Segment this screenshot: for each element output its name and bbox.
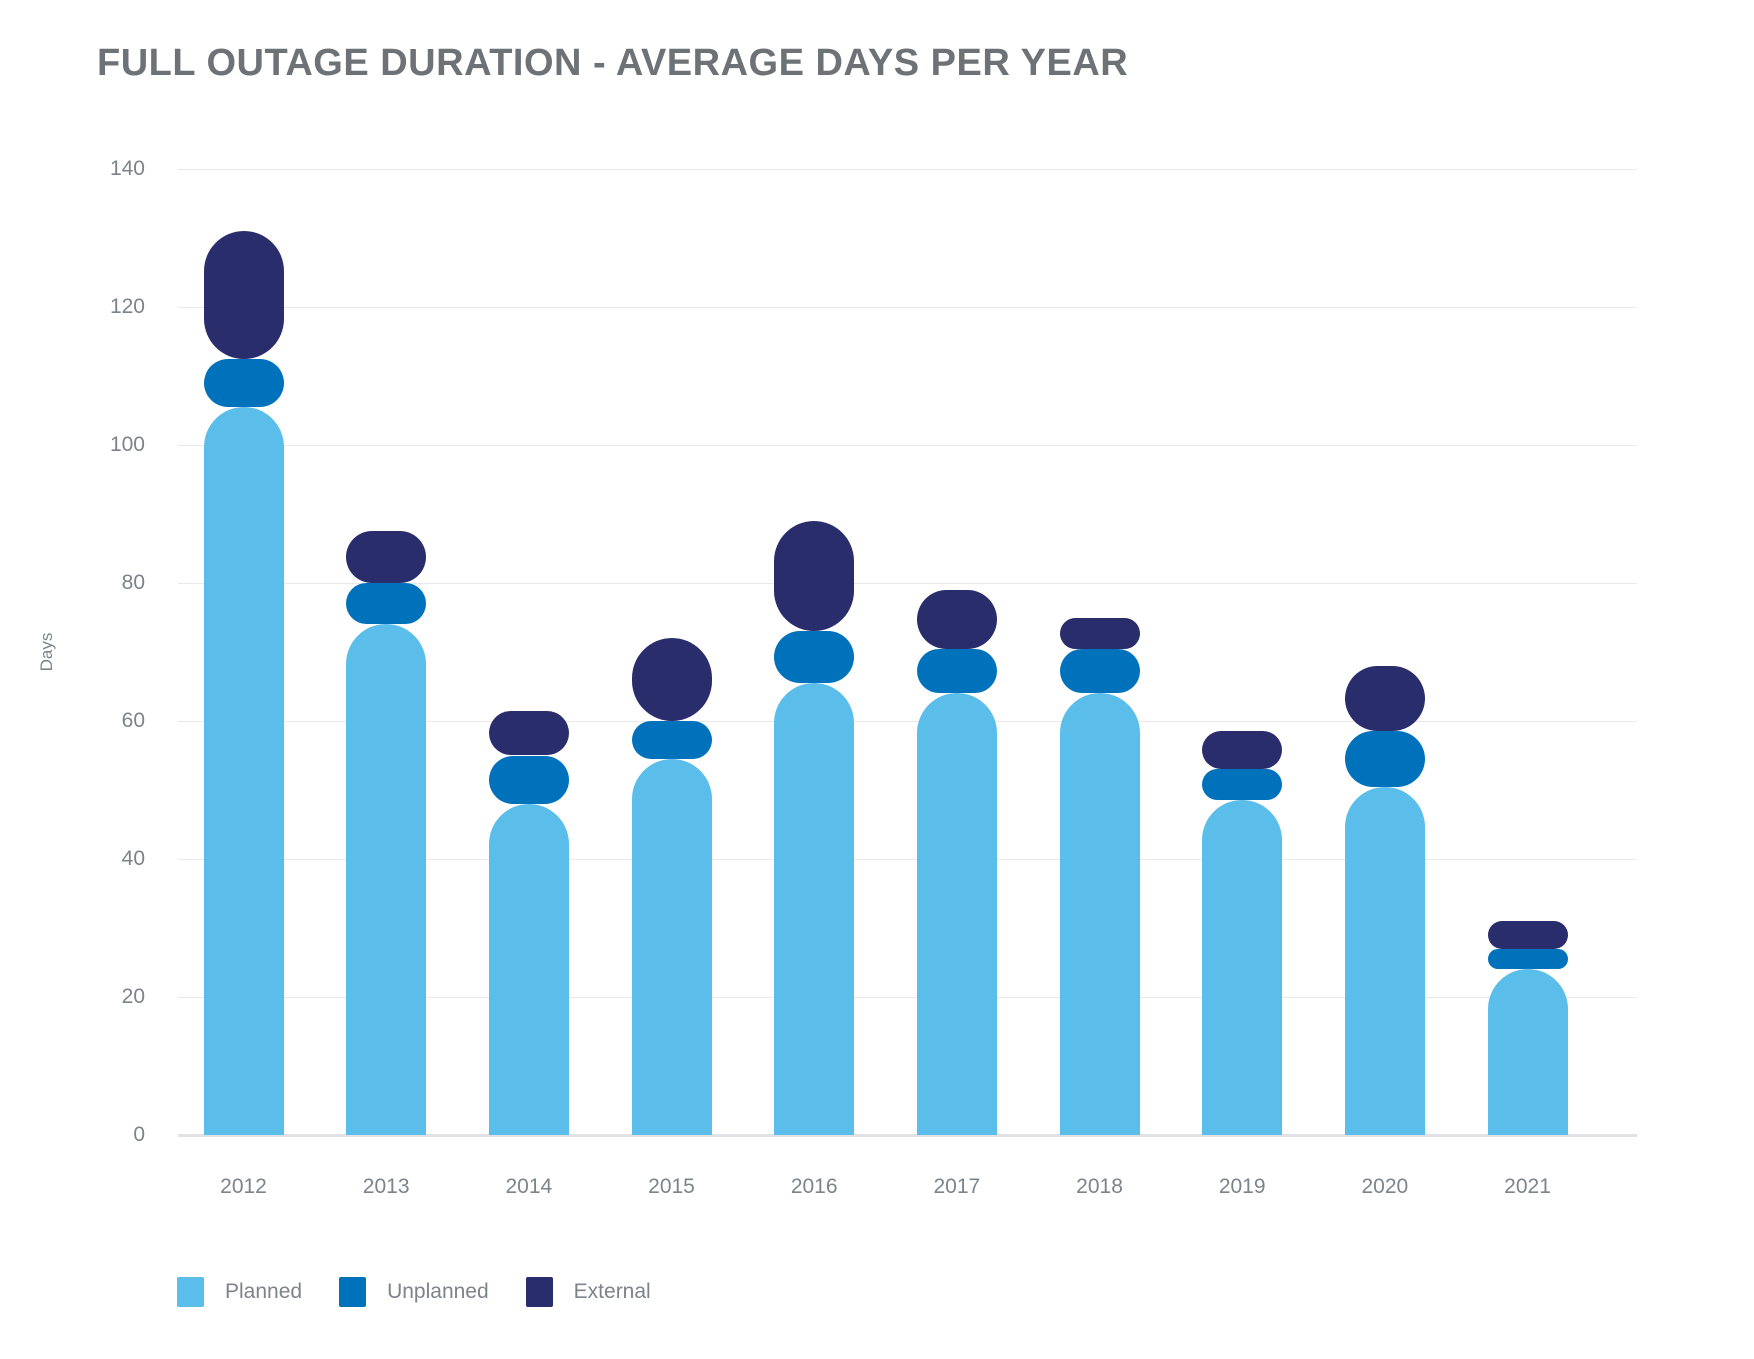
- gridline: [178, 582, 1637, 584]
- y-tick-label: 20: [121, 985, 145, 1008]
- y-tick-label: 0: [133, 1123, 145, 1146]
- bar-segment-external-2019[interactable]: [1202, 731, 1283, 770]
- gridline: [178, 858, 1637, 860]
- legend-label-external: External: [573, 1280, 651, 1303]
- bar-segment-planned-2017[interactable]: [916, 693, 997, 1135]
- bar-segment-external-2020[interactable]: [1344, 665, 1425, 732]
- y-tick-label: 40: [121, 847, 145, 870]
- gridline: [178, 996, 1637, 998]
- bar-segment-unplanned-2013[interactable]: [346, 583, 427, 625]
- bar-segment-unplanned-2014[interactable]: [488, 755, 569, 804]
- legend-label-unplanned: Unplanned: [387, 1280, 489, 1303]
- bar-segment-planned-2020[interactable]: [1344, 786, 1425, 1135]
- y-tick-label: 60: [121, 709, 145, 732]
- bar-segment-external-2018[interactable]: [1059, 617, 1140, 649]
- x-tick-label-2021: 2021: [1504, 1175, 1551, 1198]
- y-tick-label: 100: [109, 433, 145, 456]
- bar-segment-unplanned-2021[interactable]: [1487, 948, 1568, 970]
- legend-swatch-unplanned: [339, 1277, 367, 1307]
- bar-segment-unplanned-2016[interactable]: [774, 631, 855, 684]
- y-tick-label: 80: [121, 571, 145, 594]
- bar-segment-external-2016[interactable]: [774, 520, 855, 632]
- bar-segment-planned-2015[interactable]: [631, 758, 712, 1135]
- bar-segment-external-2017[interactable]: [916, 589, 997, 649]
- bar-segment-unplanned-2017[interactable]: [916, 648, 997, 694]
- bar-segment-unplanned-2012[interactable]: [203, 358, 284, 408]
- bar-segment-unplanned-2019[interactable]: [1202, 769, 1283, 801]
- x-tick-label-2018: 2018: [1076, 1175, 1123, 1198]
- legend-swatch-planned: [177, 1277, 204, 1307]
- bar-segment-external-2014[interactable]: [488, 710, 569, 756]
- legend-item-unplanned[interactable]: Unplanned: [339, 1277, 489, 1307]
- bar-segment-planned-2018[interactable]: [1059, 693, 1140, 1135]
- gridline: [178, 168, 1637, 170]
- bar-segment-unplanned-2015[interactable]: [631, 721, 712, 759]
- legend: Planned Unplanned External: [177, 1277, 651, 1307]
- x-tick-label-2017: 2017: [933, 1175, 981, 1198]
- x-tick-label-2013: 2013: [362, 1175, 410, 1198]
- bar-segment-unplanned-2020[interactable]: [1344, 731, 1425, 787]
- legend-item-planned[interactable]: Planned: [177, 1277, 302, 1307]
- bar-segment-external-2012[interactable]: [203, 231, 284, 359]
- x-axis-baseline: [178, 1133, 1637, 1137]
- x-tick-label-2014: 2014: [505, 1175, 553, 1198]
- bar-segment-planned-2012[interactable]: [203, 407, 284, 1135]
- bar-segment-unplanned-2018[interactable]: [1059, 648, 1140, 694]
- gridline: [178, 720, 1637, 722]
- bar-segment-planned-2016[interactable]: [774, 683, 855, 1135]
- bar-segment-external-2015[interactable]: [631, 638, 712, 721]
- gridline: [178, 306, 1637, 308]
- x-tick-label-2015: 2015: [648, 1175, 695, 1198]
- bar-segment-planned-2021[interactable]: [1487, 969, 1568, 1135]
- bar-segment-external-2021[interactable]: [1487, 921, 1568, 949]
- legend-label-planned: Planned: [225, 1280, 303, 1303]
- y-tick-label: 140: [109, 157, 145, 180]
- y-axis-title: Days: [37, 632, 56, 672]
- legend-swatch-external: [525, 1277, 553, 1307]
- bar-segment-planned-2019[interactable]: [1202, 800, 1283, 1135]
- y-tick-label: 120: [109, 295, 145, 318]
- x-tick-label-2019: 2019: [1218, 1175, 1266, 1198]
- x-tick-label-2016: 2016: [790, 1175, 838, 1198]
- bar-segment-planned-2014[interactable]: [488, 803, 569, 1135]
- bar-segment-planned-2013[interactable]: [346, 624, 427, 1135]
- x-tick-label-2012: 2012: [220, 1175, 267, 1198]
- bar-segment-external-2013[interactable]: [346, 531, 427, 583]
- x-tick-label-2020: 2020: [1361, 1175, 1409, 1198]
- legend-item-external[interactable]: External: [525, 1277, 651, 1307]
- gridline: [178, 444, 1637, 446]
- chart-title: FULL OUTAGE DURATION - AVERAGE DAYS PER …: [97, 42, 1129, 84]
